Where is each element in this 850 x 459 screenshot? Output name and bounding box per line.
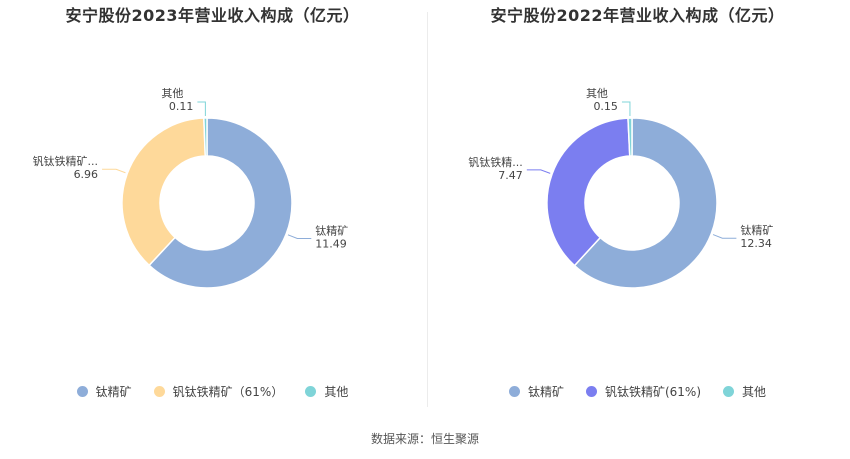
slice-value-label: 0.11 xyxy=(169,100,194,113)
slice-other[interactable] xyxy=(627,117,633,157)
legend-dot-icon xyxy=(585,386,597,397)
data-source: 数据来源：恒生聚源 xyxy=(370,432,479,446)
leader-line xyxy=(287,234,312,239)
slice-name-label: 钒钛铁精... xyxy=(468,155,523,169)
legend-label: 钛精矿 xyxy=(527,385,564,399)
legend-item-other[interactable]: 其他 xyxy=(723,383,766,400)
legend-dot-icon xyxy=(305,386,317,397)
leader-line xyxy=(102,168,126,174)
legend-item-titanium[interactable]: 钛精矿 xyxy=(76,383,132,400)
legend-dot-icon xyxy=(723,386,735,397)
slice-name-label: 其他 xyxy=(586,87,608,100)
slice-vanadium-titanium[interactable] xyxy=(121,117,207,267)
legend-label: 钛精矿 xyxy=(95,385,132,399)
legend-item-other[interactable]: 其他 xyxy=(305,383,348,400)
slice-value-label: 7.47 xyxy=(498,169,523,182)
legend-dot-icon xyxy=(76,386,88,397)
legend-dot-icon xyxy=(508,386,520,397)
slice-name-label: 钛精矿 xyxy=(315,223,348,237)
legend-item-vanadium-titanium[interactable]: 钒钛铁精矿（61%） xyxy=(153,383,284,400)
legend: 钛精矿 钒钛铁精矿（61%） 其他 xyxy=(0,383,425,400)
legend-label: 其他 xyxy=(324,385,349,399)
leader-line xyxy=(526,169,551,174)
leader-line xyxy=(712,234,737,239)
slice-value-label: 12.34 xyxy=(740,237,772,250)
slice-name-label: 钒钛铁精矿... xyxy=(33,154,99,168)
slice-titanium[interactable] xyxy=(148,117,293,289)
chart-title: 安宁股份2022年营业收入构成（亿元） xyxy=(490,6,785,25)
panel-divider xyxy=(427,12,428,407)
legend: 钛精矿 钒钛铁精矿(61%) 其他 xyxy=(425,383,850,400)
chart-title: 安宁股份2023年营业收入构成（亿元） xyxy=(65,6,360,25)
legend-item-titanium[interactable]: 钛精矿 xyxy=(508,383,564,400)
legend-label: 钒钛铁精矿(61%) xyxy=(604,385,702,399)
slice-vanadium-titanium[interactable] xyxy=(546,117,631,267)
slice-value-label: 11.49 xyxy=(315,237,347,250)
slice-name-label: 钛精矿 xyxy=(740,223,773,237)
slice-value-label: 0.15 xyxy=(593,100,618,113)
chart-2023: 安宁股份2023年营业收入构成（亿元） 钛精矿 11.49 钒钛铁精矿... 6.96… xyxy=(0,0,425,410)
slice-other[interactable] xyxy=(203,117,208,157)
leader-line xyxy=(621,101,631,117)
chart-2022: 安宁股份2022年营业收入构成（亿元） 钛精矿 12.34 钒钛铁精... 7.47 其… xyxy=(425,0,850,410)
legend-dot-icon xyxy=(153,386,165,397)
legend-item-vanadium-titanium[interactable]: 钒钛铁精矿(61%) xyxy=(585,383,702,400)
slice-name-label: 其他 xyxy=(161,87,183,100)
legend-label: 钒钛铁精矿（61%） xyxy=(172,385,284,399)
leader-line xyxy=(197,101,206,117)
slice-titanium[interactable] xyxy=(573,117,718,289)
legend-label: 其他 xyxy=(742,385,767,399)
slice-value-label: 6.96 xyxy=(74,168,99,181)
